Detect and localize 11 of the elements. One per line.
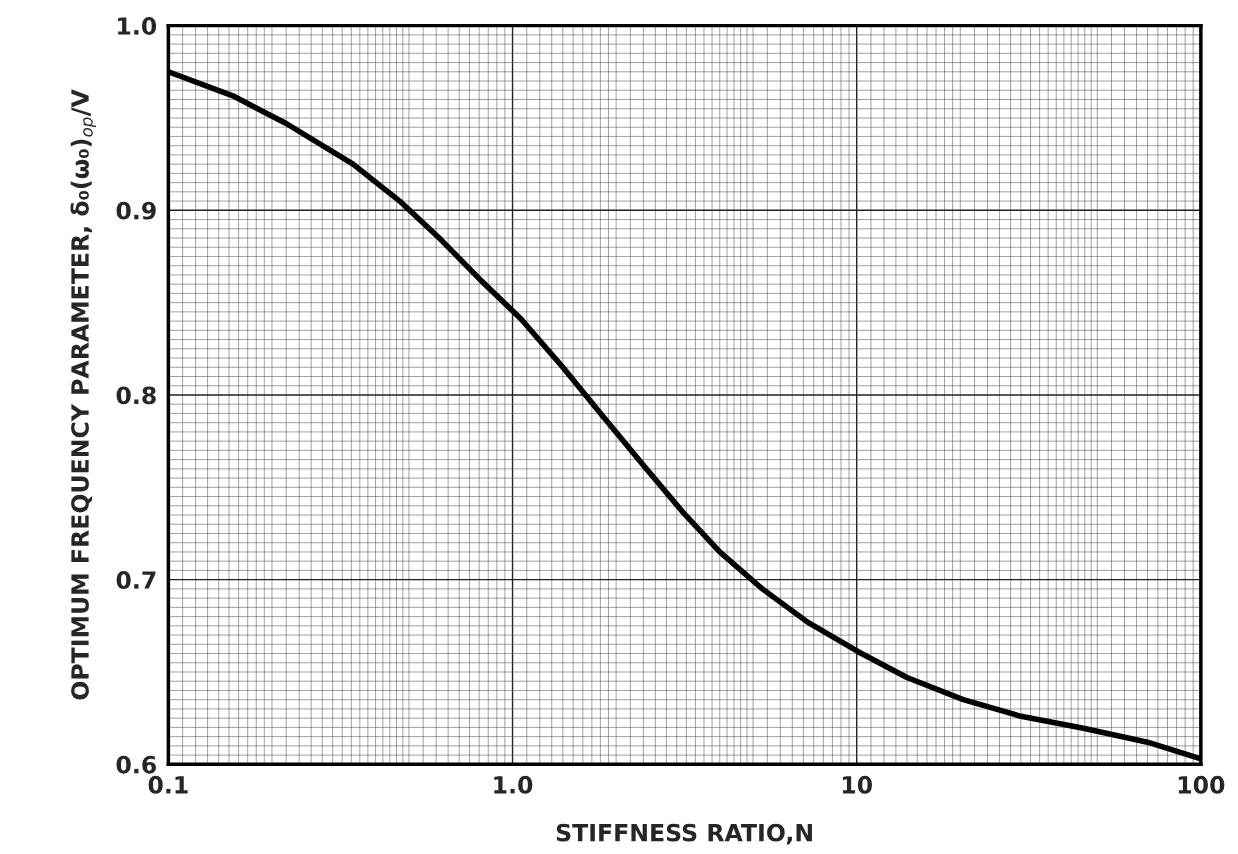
y-tick-label: 0.9 <box>116 201 156 220</box>
x-axis-title: STIFFNESS RATIO,N <box>556 823 812 845</box>
y-tick-label: 0.6 <box>116 755 156 774</box>
x-tick-label: 1.0 <box>494 775 533 794</box>
y-tick-label: 0.8 <box>116 386 156 405</box>
y-tick-label: 0.7 <box>116 571 156 589</box>
x-tick-label: 10 <box>842 775 872 794</box>
x-tick-label: 0.1 <box>148 775 188 794</box>
y-axis-title: OPTIMUM FREQUENCY PARAMETER, δ₀(ω₀)$_{op}$/V <box>70 89 96 700</box>
x-tick-label: 100 <box>1178 775 1225 794</box>
y-tick-label: 1.0 <box>118 17 157 35</box>
